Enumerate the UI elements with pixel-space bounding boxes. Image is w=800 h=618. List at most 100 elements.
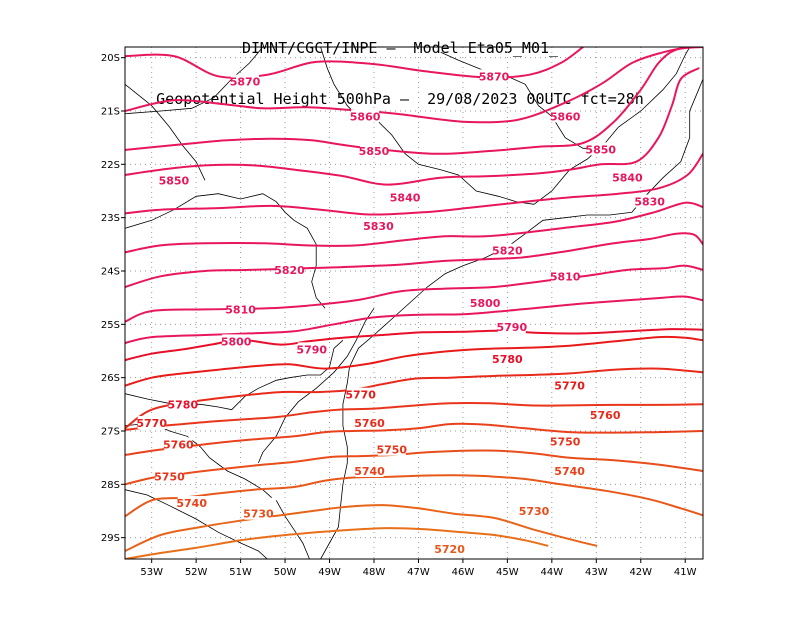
coastline-segment [440,51,597,149]
contour-label: 5840 [612,172,643,185]
contour-line-5780 [125,328,703,362]
contour-label-layer: 5870 5870 5860 5860 5850 5850 5850 5840 5840 5830… [136,69,665,556]
contour-label: 5830 [634,196,665,209]
contour-label: 5830 [363,220,394,233]
lon-tick-label: 45W [496,567,519,578]
contour-label: 5790 [497,321,528,334]
contour-label: 5770 [554,380,585,393]
lon-tick-label: 42W [629,567,652,578]
contour-label: 5810 [550,270,581,283]
lat-tick-label: 20S [101,53,120,64]
contour-label: 5790 [296,343,327,356]
contour-label: 5800 [221,335,252,348]
longitude-axis: 53W 52W 51W 50W 49W 48W 47W 46W 45W 44W 43W 42W 41W [140,559,697,578]
contour-label: 5760 [590,409,621,422]
contour-label: 5750 [154,470,185,483]
contour-label: 5870 [230,76,261,89]
contour-label-bg [297,342,326,356]
contour-line-5860 [125,47,703,124]
map-frame [124,46,704,560]
lon-tick-label: 44W [541,567,564,578]
contour-label-bg [555,464,584,477]
contour-label-bg [359,144,388,157]
latitude-axis: 20S 21S 22S 23S 24S 25S 26S 27S 28S 29S [101,53,125,544]
lat-tick-label: 29S [101,533,120,544]
coastline-segment [258,308,375,464]
contour-label-bg [551,109,580,123]
contour-label-bg [391,190,420,204]
contour-line-5710 [125,504,598,552]
contour-label-bg [635,194,664,208]
contour-label-bg [591,408,620,421]
contour-label-bg [480,69,509,83]
contour-label: 5760 [354,417,385,430]
contour-layer [125,47,703,559]
contour-line-5820 [125,201,703,254]
contour-label: 5760 [163,438,194,451]
contour-line-5790 [125,295,703,344]
contour-label-bg [520,504,549,517]
lon-tick-label: 46W [452,567,475,578]
contour-label: 5870 [479,70,510,83]
contour-label-bg [226,302,255,316]
contour-label: 5740 [176,497,207,510]
contour-label-bg [435,541,464,555]
contour-label: 5860 [350,110,381,123]
coastline-layer [125,47,703,559]
contour-line-5700 [125,527,549,559]
contour-label-bg [355,416,384,429]
lat-tick-label: 27S [101,427,120,438]
contour-label-bg [222,334,251,348]
contour-label-bg [137,416,166,429]
lon-tick-label: 50W [274,567,297,578]
coastline-segment [125,422,272,498]
contour-label: 5840 [390,191,421,204]
contour-label-bg [155,469,184,483]
lat-tick-label: 24S [101,267,120,278]
contour-label: 5810 [225,303,256,316]
contour-label-bg [164,437,193,451]
contour-label-bg [586,142,615,156]
lat-tick-label: 21S [101,107,120,118]
coastline-segment [320,78,703,559]
lon-tick-label: 48W [363,567,386,578]
contour-line-5720 [125,474,703,518]
contour-label: 5770 [345,389,376,402]
contour-label-bg [497,320,526,333]
lon-tick-label: 47W [407,567,430,578]
contour-label: 5730 [243,508,274,521]
contour-label: 5750 [550,436,581,449]
contour-label-bg [493,352,522,365]
lat-tick-label: 23S [101,213,120,224]
contour-label-bg [275,262,304,276]
contour-line-5750 [125,401,703,431]
contour-line-5770 [125,335,703,387]
lat-lon-grid [125,47,703,559]
lat-tick-label: 28S [101,480,120,491]
coastline-segment [275,500,310,559]
contour-line-5810 [125,232,703,288]
contour-label: 5860 [550,110,581,123]
coastline-segment [125,83,206,181]
contour-label: 5770 [136,417,167,430]
contour-label-bg [244,506,273,520]
contour-label-bg [231,74,260,88]
lat-tick-label: 22S [101,160,120,171]
lon-tick-label: 52W [185,567,208,578]
contour-label: 5740 [554,465,585,478]
contour-label-bg [351,109,380,123]
lon-tick-label: 43W [585,567,608,578]
contour-line-5730 [125,449,703,486]
contour-line-5830 [125,152,703,216]
title-line-1: DIMNT/CGCT/INPE – Model Eta05_M01_ [241,39,559,57]
contour-label: 5780 [492,353,523,366]
contour-label-bg [355,464,384,477]
lat-tick-label: 26S [101,373,120,384]
contour-line-5760 [125,367,703,430]
contour-line-5850 [125,47,703,155]
contour-line-5740 [125,422,703,456]
contour-label-bg [377,442,406,456]
coastline-segment [125,47,264,115]
contour-label: 5800 [470,297,501,310]
